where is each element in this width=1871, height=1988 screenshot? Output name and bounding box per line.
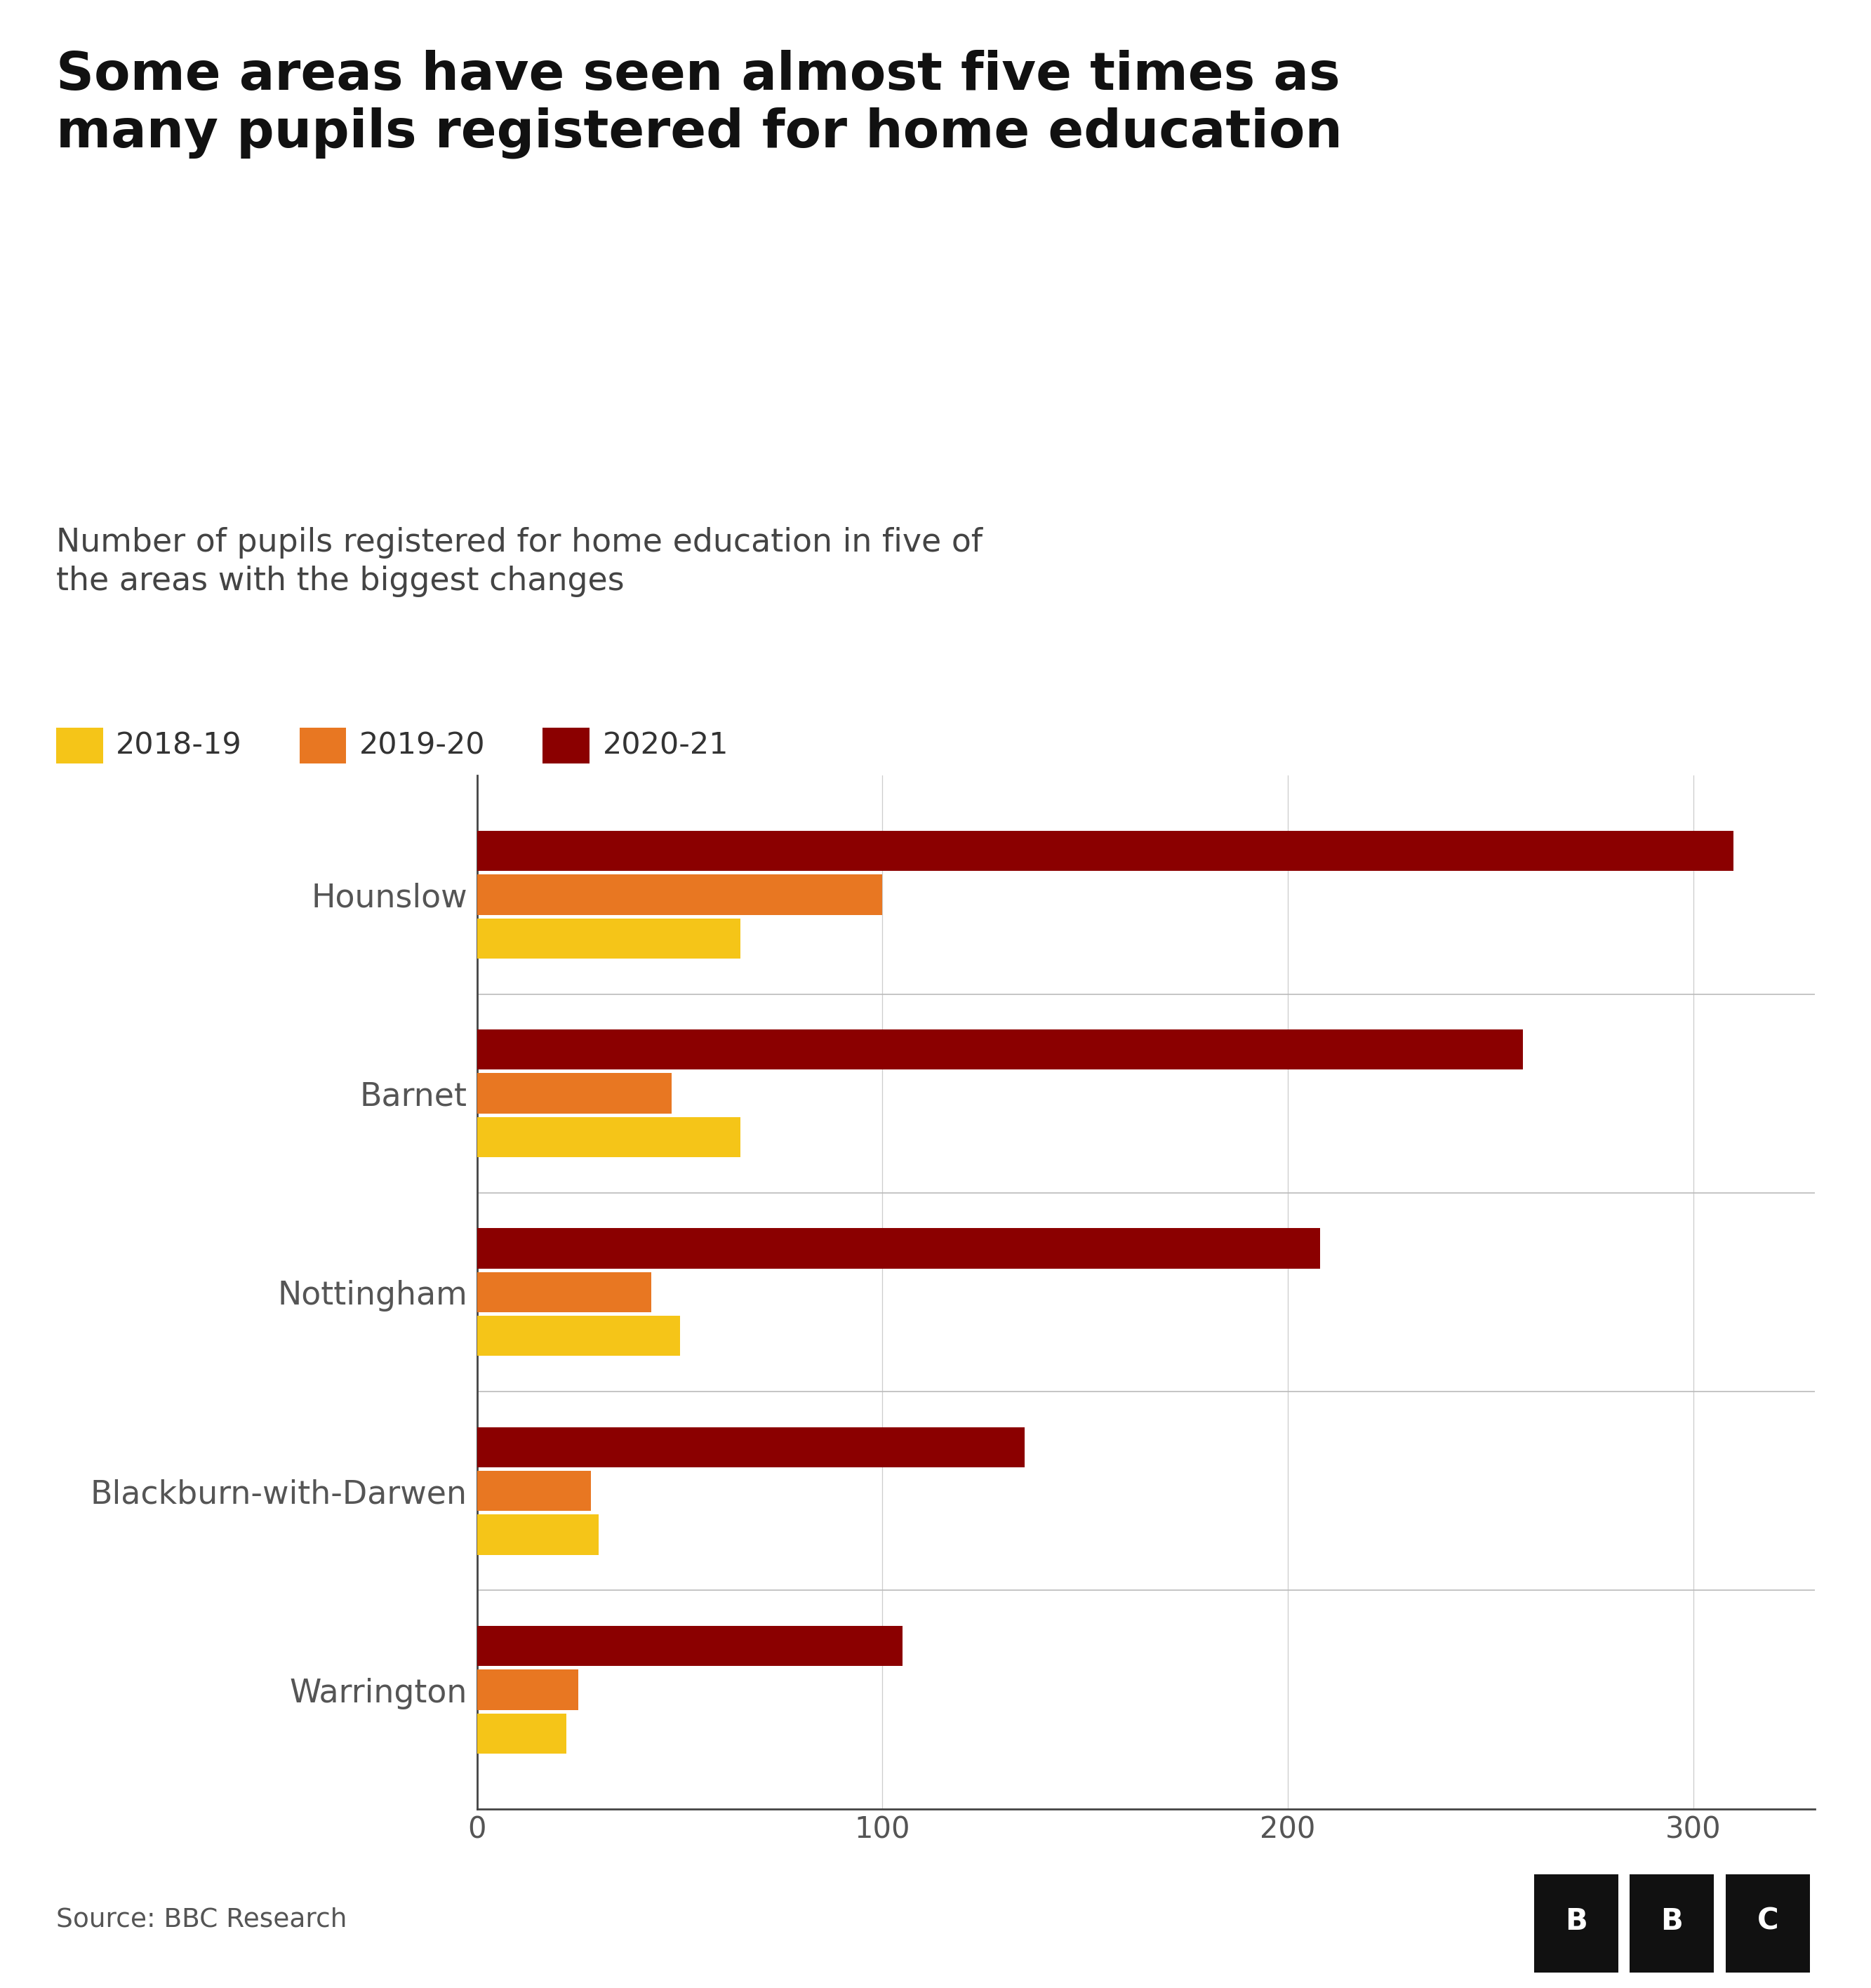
Bar [477, 918, 741, 958]
Text: 2018-19: 2018-19 [116, 732, 241, 759]
Bar [477, 1229, 1321, 1268]
Bar [477, 1515, 599, 1555]
FancyBboxPatch shape [1725, 1875, 1809, 1972]
FancyBboxPatch shape [1534, 1875, 1618, 1972]
Bar [477, 1714, 567, 1753]
Text: B: B [1661, 1906, 1684, 1936]
Bar [477, 1316, 679, 1356]
Bar [477, 1670, 578, 1710]
Bar [477, 1471, 591, 1511]
Bar [477, 831, 1734, 871]
Bar [477, 1626, 904, 1666]
Bar [477, 1427, 1025, 1467]
Text: Source: BBC Research: Source: BBC Research [56, 1906, 346, 1932]
FancyBboxPatch shape [1630, 1875, 1714, 1972]
Text: B: B [1566, 1906, 1587, 1936]
Text: Number of pupils registered for home education in five of
the areas with the big: Number of pupils registered for home edu… [56, 527, 982, 596]
Text: 2020-21: 2020-21 [602, 732, 728, 759]
Bar [477, 875, 883, 914]
Text: C: C [1757, 1906, 1779, 1936]
Bar [477, 1117, 741, 1157]
Text: 2019-20: 2019-20 [359, 732, 485, 759]
Bar [477, 1030, 1523, 1070]
Bar [477, 1272, 651, 1312]
Bar [477, 1074, 672, 1113]
Text: Some areas have seen almost five times as
many pupils registered for home educat: Some areas have seen almost five times a… [56, 50, 1343, 159]
